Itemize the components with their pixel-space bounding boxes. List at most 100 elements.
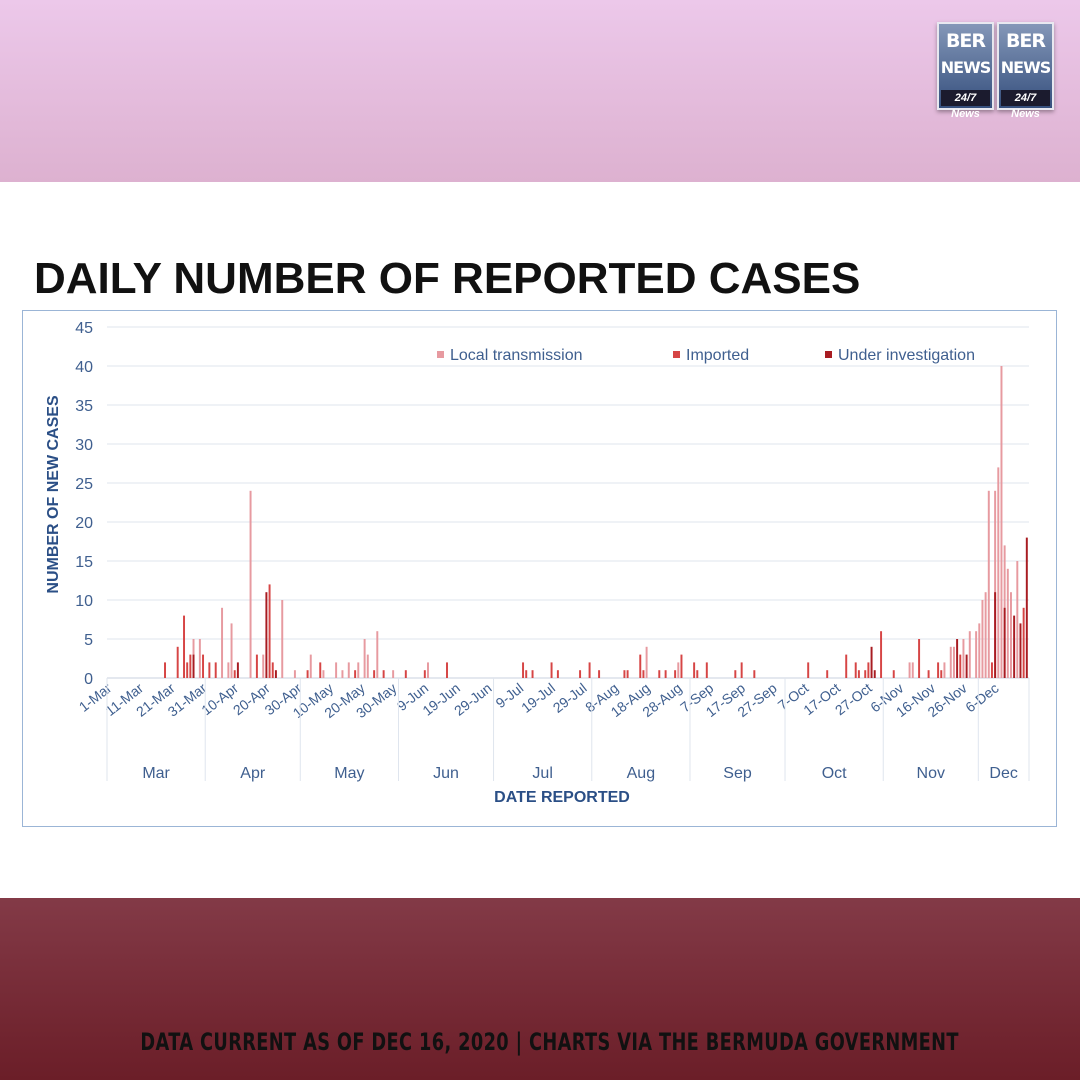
logo-line2: NEWS [940,58,992,77]
bar [221,607,224,678]
bar [753,670,756,678]
y-tick-label: 40 [75,359,93,376]
bar [908,662,911,678]
bernews-logo[interactable]: BER NEWS 24/7 News BER NEWS 24/7 News [937,22,1054,120]
month-label: Mar [142,765,170,782]
month-label: Aug [627,765,655,782]
month-label: Apr [240,765,266,782]
bar [230,623,233,678]
logo-tile-left: BER NEWS 24/7 News [937,22,994,120]
y-tick-label: 45 [75,320,93,337]
legend-label: Under investigation [838,347,975,364]
legend-swatch [437,351,444,358]
bar [1013,615,1016,678]
logo-line3: 24/7 News [1001,90,1050,120]
bar [271,662,274,678]
bar [404,670,407,678]
x-tick-label: 29-Jul [550,680,590,716]
bar [642,670,645,678]
bar [373,670,376,678]
bar [693,662,696,678]
bar [705,662,708,678]
x-tick-label: 6-Dec [962,680,1001,716]
bar [1000,366,1003,678]
bar [357,662,360,678]
bar [734,670,737,678]
bottom-banner [0,898,1080,1080]
bar [531,670,534,678]
y-axis-label: NUMBER OF NEW CASES [45,395,62,594]
bar [347,662,350,678]
bar [1006,568,1009,678]
top-banner [0,0,1080,182]
bar [740,662,743,678]
bar [214,662,217,678]
bar [826,670,829,678]
bar [598,670,601,678]
bar [255,654,258,678]
bar [274,670,277,678]
logo-line3: 24/7 News [941,90,990,120]
bar [949,646,952,678]
bar [306,670,309,678]
bar [1022,607,1025,678]
bar [965,654,968,678]
logo-line1: BER [1005,30,1046,52]
bar [322,670,325,678]
logo-line2: NEWS [1000,58,1052,77]
bar [943,662,946,678]
bar [186,662,189,678]
bar [202,654,205,678]
bar [918,639,921,678]
bar [857,670,860,678]
y-tick-label: 30 [75,437,93,454]
bar [227,662,230,678]
bar [281,600,284,678]
legend-label: Local transmission [450,347,583,364]
bar [807,662,810,678]
bar [550,662,553,678]
bar [427,662,429,678]
bar [994,490,997,678]
legend-label: Imported [686,347,749,364]
legend-swatch [673,351,680,358]
bar [990,662,993,678]
bar [1019,623,1022,678]
bar [382,670,385,678]
bar [192,654,195,678]
y-tick-label: 10 [75,593,93,610]
bar [870,646,873,678]
y-tick-label: 15 [75,554,93,571]
bar [423,670,426,678]
bar [880,631,883,678]
bar [208,662,211,678]
bar [446,662,448,678]
bar [363,639,366,678]
bar [677,662,680,678]
bar [639,654,642,678]
month-label: Nov [917,765,945,782]
month-label: May [334,765,364,782]
bar [658,670,661,678]
bar [341,670,344,678]
bar [987,490,990,678]
bar [978,623,981,678]
bar [268,584,271,678]
chart-frame: 0 5 10 15 20 25 30 35 40 45 1-Mar 11-Mar 21-Mar 31-Ma… [22,310,1057,827]
y-tick-label: 35 [75,398,93,415]
bar [626,670,629,678]
month-label: Jun [433,765,459,782]
bar [588,662,591,678]
bar [981,600,984,678]
bar [354,670,357,678]
bar [997,467,1000,678]
y-tick-label: 0 [84,671,93,688]
bar [864,670,867,678]
bar [198,639,201,678]
bar [556,670,559,678]
bar [392,670,395,678]
chart-svg: 0510152025303540451-Mar11-Mar21-Mar31-Ma… [45,320,1030,806]
bar [854,662,857,678]
bar [376,631,379,678]
bar [975,631,978,678]
